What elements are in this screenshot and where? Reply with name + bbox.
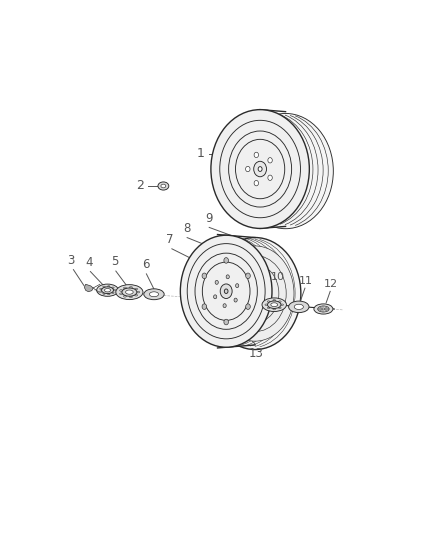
- Ellipse shape: [100, 291, 102, 292]
- Ellipse shape: [246, 304, 250, 310]
- Ellipse shape: [149, 292, 159, 297]
- Ellipse shape: [112, 292, 114, 294]
- Ellipse shape: [289, 301, 309, 313]
- Ellipse shape: [124, 287, 127, 289]
- Ellipse shape: [224, 289, 228, 294]
- Ellipse shape: [220, 284, 232, 298]
- Ellipse shape: [281, 304, 283, 305]
- Ellipse shape: [254, 161, 266, 177]
- Ellipse shape: [130, 287, 132, 288]
- Ellipse shape: [134, 294, 138, 296]
- Text: 1: 1: [196, 147, 204, 160]
- Ellipse shape: [294, 304, 304, 310]
- Ellipse shape: [279, 301, 281, 302]
- Ellipse shape: [116, 285, 143, 300]
- Ellipse shape: [102, 287, 113, 294]
- Text: 7: 7: [166, 233, 174, 246]
- Ellipse shape: [226, 275, 230, 279]
- Ellipse shape: [268, 175, 272, 181]
- Ellipse shape: [113, 289, 116, 291]
- Text: 9: 9: [205, 212, 212, 225]
- Text: 8: 8: [183, 222, 190, 235]
- Text: 5: 5: [112, 255, 119, 268]
- Ellipse shape: [268, 301, 281, 309]
- Ellipse shape: [161, 184, 166, 188]
- Ellipse shape: [120, 289, 123, 291]
- Ellipse shape: [271, 303, 278, 306]
- Ellipse shape: [144, 289, 164, 300]
- Ellipse shape: [238, 114, 333, 229]
- Ellipse shape: [254, 181, 258, 186]
- Ellipse shape: [214, 295, 217, 299]
- Ellipse shape: [236, 284, 239, 288]
- Ellipse shape: [124, 295, 127, 297]
- Ellipse shape: [265, 304, 268, 305]
- Text: 6: 6: [142, 258, 149, 271]
- Ellipse shape: [224, 255, 286, 332]
- Ellipse shape: [224, 257, 229, 263]
- Ellipse shape: [97, 284, 118, 296]
- Ellipse shape: [126, 290, 133, 294]
- Ellipse shape: [202, 273, 207, 279]
- Ellipse shape: [103, 293, 105, 294]
- Ellipse shape: [254, 152, 258, 158]
- Ellipse shape: [180, 235, 272, 347]
- Ellipse shape: [105, 288, 110, 292]
- Ellipse shape: [112, 287, 114, 288]
- Polygon shape: [85, 284, 93, 292]
- Ellipse shape: [262, 298, 286, 311]
- Ellipse shape: [273, 300, 276, 301]
- Ellipse shape: [120, 293, 123, 295]
- Ellipse shape: [268, 158, 272, 163]
- Text: 4: 4: [85, 256, 92, 269]
- Ellipse shape: [215, 280, 218, 284]
- Ellipse shape: [158, 182, 169, 190]
- Ellipse shape: [216, 246, 294, 341]
- Ellipse shape: [137, 292, 140, 293]
- Ellipse shape: [108, 286, 110, 287]
- Text: 2: 2: [136, 180, 144, 192]
- Ellipse shape: [100, 288, 102, 289]
- Ellipse shape: [134, 288, 138, 290]
- Text: 11: 11: [299, 276, 313, 286]
- Ellipse shape: [231, 264, 279, 322]
- Ellipse shape: [209, 238, 301, 350]
- Ellipse shape: [246, 166, 250, 172]
- Ellipse shape: [234, 298, 237, 302]
- Ellipse shape: [130, 296, 132, 298]
- Ellipse shape: [122, 288, 137, 296]
- Ellipse shape: [279, 307, 281, 309]
- Ellipse shape: [103, 286, 105, 287]
- Ellipse shape: [108, 294, 110, 295]
- Text: 12: 12: [324, 279, 338, 289]
- Ellipse shape: [211, 110, 309, 229]
- Ellipse shape: [202, 304, 207, 310]
- Ellipse shape: [246, 273, 250, 279]
- Ellipse shape: [314, 304, 333, 314]
- Ellipse shape: [267, 307, 270, 309]
- Text: 3: 3: [67, 254, 75, 267]
- Ellipse shape: [224, 319, 229, 325]
- Ellipse shape: [258, 167, 262, 172]
- Ellipse shape: [223, 304, 226, 308]
- Text: 13: 13: [249, 346, 264, 360]
- Ellipse shape: [267, 301, 270, 302]
- Ellipse shape: [273, 309, 276, 310]
- Ellipse shape: [318, 306, 329, 312]
- Text: 10: 10: [271, 272, 285, 282]
